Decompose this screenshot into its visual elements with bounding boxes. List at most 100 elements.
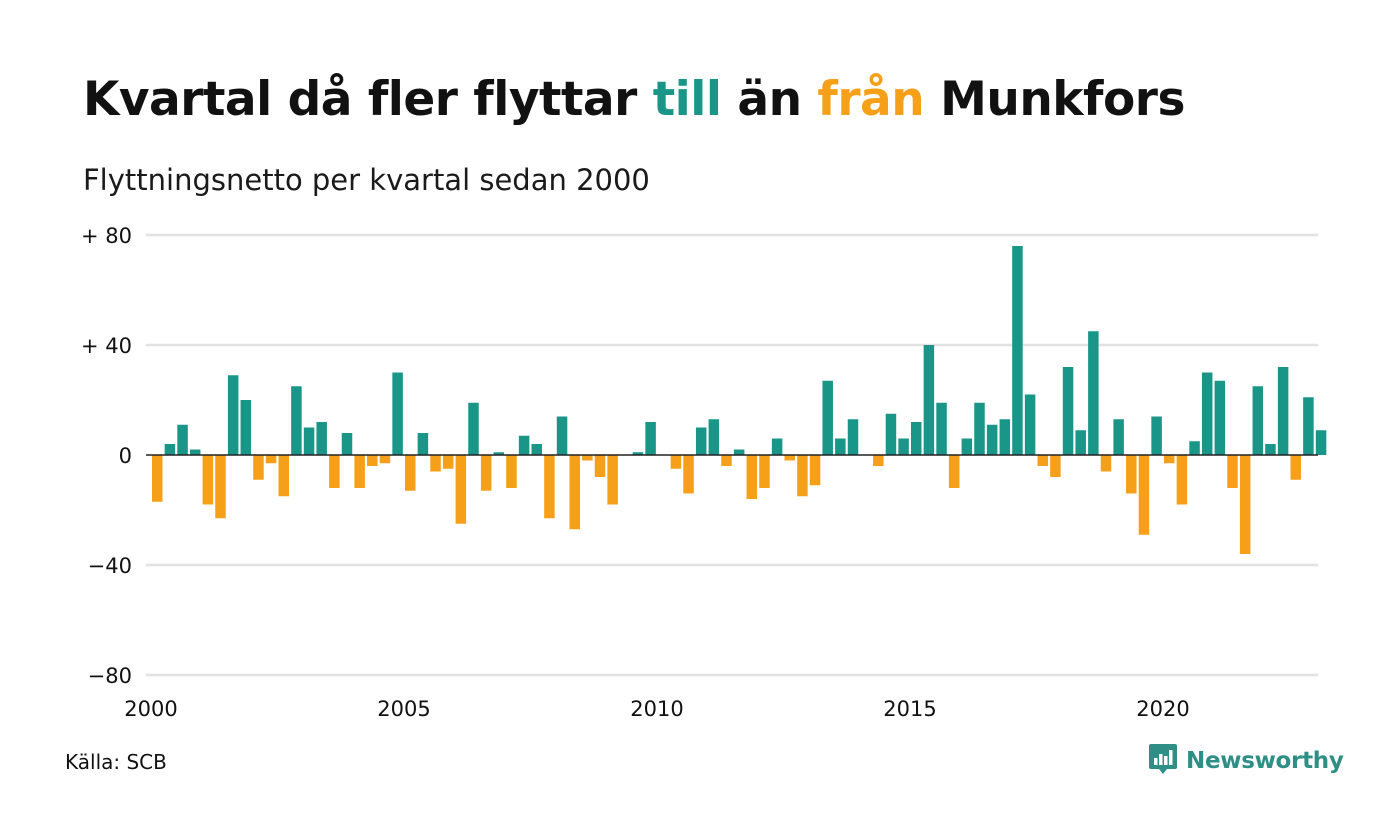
bar (632, 452, 644, 455)
bar (1012, 246, 1023, 455)
bar (759, 455, 770, 488)
bar (392, 372, 403, 455)
bar (721, 455, 732, 466)
chart-subtitle: Flyttningsnetto per kvartal sedan 2000 (83, 163, 650, 197)
bar (961, 438, 973, 455)
bar (1088, 331, 1099, 455)
bar (923, 345, 935, 455)
y-tick-label: + 40 (81, 334, 132, 358)
x-axis-labels: 2000 2005 2010 2015 2020 (124, 697, 1189, 721)
bar (835, 438, 846, 455)
bar (1113, 419, 1124, 455)
bar (1277, 367, 1289, 455)
bar (986, 424, 998, 455)
bar (822, 380, 833, 455)
bar (784, 455, 795, 461)
bar (771, 438, 783, 455)
bar (493, 452, 505, 455)
bar (695, 427, 707, 455)
chart-title: Kvartal då fler flyttar till än från Mun… (83, 72, 1185, 127)
title-highlight-out: från (817, 72, 925, 127)
bar (468, 402, 479, 455)
bar (379, 455, 391, 464)
bar (594, 455, 606, 477)
bar (518, 435, 530, 455)
bar (1164, 455, 1175, 464)
bar (607, 455, 618, 505)
bar (253, 455, 264, 480)
bar (582, 455, 593, 461)
x-tick-label: 2020 (1136, 697, 1189, 721)
bar (152, 455, 163, 502)
bar (480, 455, 492, 491)
bar (936, 402, 947, 455)
bar (1227, 455, 1238, 488)
bar-chart-chat-icon (1148, 742, 1178, 780)
bar (733, 449, 745, 455)
bar (1189, 441, 1200, 455)
bar (240, 400, 252, 455)
bar (974, 402, 985, 455)
bar (367, 455, 378, 466)
title-part-2: än (721, 72, 818, 127)
bar (898, 438, 909, 455)
bar (265, 455, 277, 464)
bar (417, 433, 429, 455)
bar (1315, 430, 1327, 455)
bar (1138, 455, 1150, 535)
bar (531, 444, 542, 455)
bar (645, 422, 656, 455)
bar (1100, 455, 1112, 472)
bar (341, 433, 353, 455)
bar (556, 416, 568, 455)
bar (847, 419, 859, 455)
bar (455, 455, 467, 524)
bar (999, 419, 1011, 455)
bar (227, 375, 239, 455)
bar (1201, 372, 1213, 455)
bar (683, 455, 694, 494)
source-note: Källa: SCB (65, 750, 167, 774)
bar (670, 455, 682, 469)
bar (885, 413, 897, 455)
gridlines (146, 233, 1318, 677)
bar (1037, 455, 1048, 466)
bar (911, 422, 922, 455)
bar (164, 444, 176, 455)
title-part-3: Munkfors (924, 72, 1185, 127)
bar (1050, 455, 1061, 477)
bar (948, 455, 960, 488)
bar (303, 427, 315, 455)
bar (405, 455, 416, 491)
bar (278, 455, 289, 497)
bar (569, 455, 580, 530)
bar (442, 455, 454, 469)
bar (809, 455, 821, 486)
brand-logo: Newsworthy (1148, 742, 1344, 780)
y-axis-labels: + 80 + 40 0 −40 −80 (81, 224, 132, 688)
bar (1075, 430, 1086, 455)
bar (1290, 455, 1301, 480)
y-tick-label: 0 (119, 444, 132, 468)
bar (708, 419, 720, 455)
bar (746, 455, 758, 499)
bar (316, 422, 327, 455)
bar (1239, 455, 1251, 554)
bar (1151, 416, 1162, 455)
bar (506, 455, 517, 488)
y-tick-label: + 80 (81, 224, 132, 248)
x-tick-label: 2000 (124, 697, 177, 721)
x-tick-label: 2005 (377, 697, 430, 721)
bar (202, 455, 214, 505)
y-tick-label: −40 (88, 554, 132, 578)
bar (797, 455, 808, 497)
bar (1176, 455, 1188, 505)
bar (291, 386, 302, 455)
bar (873, 455, 884, 466)
bar (1252, 386, 1264, 455)
bars (152, 246, 1327, 554)
brand-name: Newsworthy (1186, 748, 1344, 774)
bar (189, 449, 201, 455)
title-highlight-in: till (652, 72, 722, 127)
